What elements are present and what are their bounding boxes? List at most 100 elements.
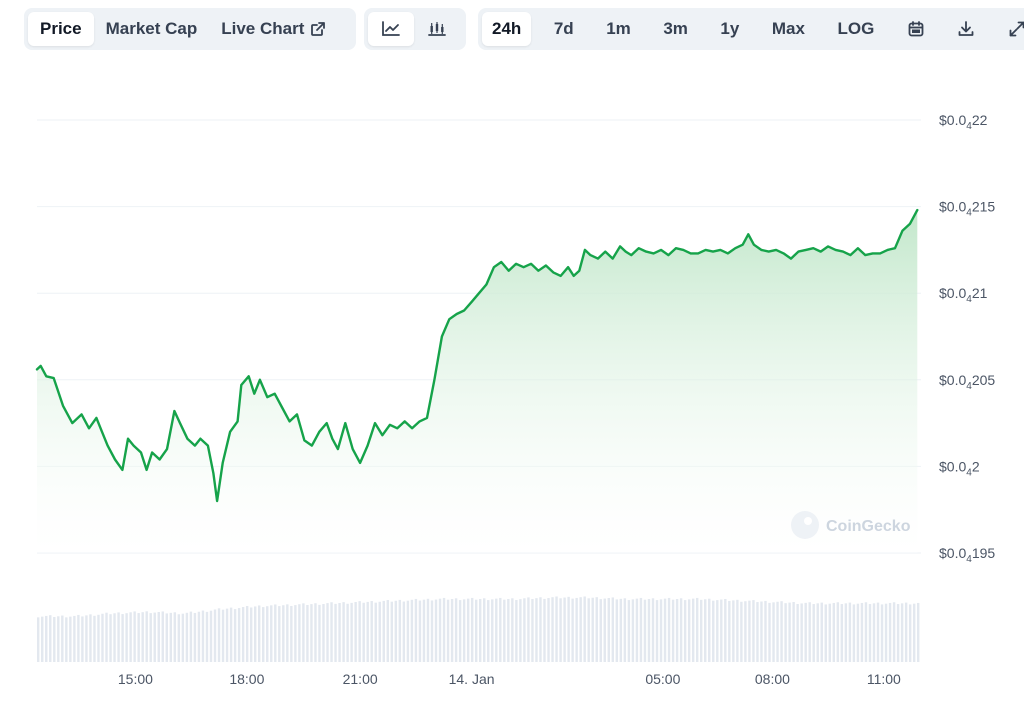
x-tick-label: 21:00 xyxy=(343,671,378,687)
volume-bar xyxy=(720,599,723,662)
volume-bar xyxy=(868,604,872,662)
volume-bar xyxy=(704,599,707,662)
volume-bar xyxy=(221,609,225,662)
volume-bar xyxy=(233,609,237,662)
volume-bar xyxy=(386,600,389,662)
x-tick-label: 15:00 xyxy=(118,671,153,687)
volume-bar xyxy=(65,617,68,662)
volume-bar xyxy=(547,598,550,662)
volume-bar xyxy=(446,599,450,662)
volume-bar xyxy=(900,603,904,662)
volume-bar xyxy=(237,608,241,662)
candlestick-chart-button[interactable] xyxy=(414,12,460,46)
volume-bar xyxy=(776,601,779,662)
volume-bar xyxy=(768,602,771,662)
volume-bar xyxy=(105,612,108,662)
price-line xyxy=(35,208,919,503)
volume-bar xyxy=(49,615,52,662)
volume-bar xyxy=(808,602,811,662)
volume-bar xyxy=(651,598,655,662)
volume-bar xyxy=(732,600,735,662)
download-button[interactable] xyxy=(947,12,985,46)
volume-bar xyxy=(912,603,916,662)
volume-bar xyxy=(89,614,92,662)
line-chart-button[interactable] xyxy=(368,12,414,46)
calendar-button[interactable] xyxy=(897,12,935,46)
watermark: CoinGecko xyxy=(791,511,911,539)
volume-bar xyxy=(458,600,462,662)
volume-bar xyxy=(470,597,474,662)
volume-bar xyxy=(752,600,755,662)
volume-bar xyxy=(398,599,402,662)
volume-bar xyxy=(422,599,426,662)
volume-bar xyxy=(249,607,253,662)
volume-bar xyxy=(675,599,679,662)
volume-bar xyxy=(117,612,120,662)
volume-bar xyxy=(619,598,623,662)
volume-bar xyxy=(69,616,72,662)
range-max[interactable]: Max xyxy=(771,19,805,38)
range-1m[interactable]: 1m xyxy=(606,19,631,38)
volume-bar xyxy=(740,601,743,662)
volume-bar xyxy=(716,600,719,662)
volume-bar xyxy=(792,602,795,662)
volume-bar xyxy=(908,604,912,662)
volume-bar xyxy=(294,605,297,662)
volume-bar xyxy=(209,610,213,662)
volume-bar xyxy=(45,615,48,662)
volume-bar xyxy=(503,599,506,662)
tab-live-chart-label: Live Chart xyxy=(221,19,305,38)
volume-bar xyxy=(836,602,840,662)
range-24h[interactable]: 24h xyxy=(482,12,532,46)
y-tick-label: $0.04215 xyxy=(939,199,995,219)
external-link-icon xyxy=(310,21,326,37)
tab-live-chart[interactable]: Live Chart xyxy=(209,12,338,46)
tab-price[interactable]: Price xyxy=(28,12,94,46)
volume-bar xyxy=(141,612,144,662)
volume-bar xyxy=(414,598,418,662)
volume-bar xyxy=(860,602,864,662)
volume-bar xyxy=(165,613,168,662)
volume-bar xyxy=(691,598,695,662)
volume-bar xyxy=(274,604,277,662)
volume-bar xyxy=(278,606,281,662)
volume-bar xyxy=(635,598,639,662)
volume-bar xyxy=(85,615,88,662)
watermark-text: CoinGecko xyxy=(826,518,911,535)
range-3m[interactable]: 3m xyxy=(663,19,688,38)
volume-bar xyxy=(266,606,269,662)
volume-bar xyxy=(205,611,209,662)
y-tick-label: $0.0422 xyxy=(939,112,988,132)
volume-bar xyxy=(442,597,446,662)
volume-bar xyxy=(840,604,844,662)
log-scale-toggle[interactable]: LOG xyxy=(837,19,875,38)
fullscreen-button[interactable] xyxy=(998,12,1024,46)
volume-bar xyxy=(262,607,265,662)
volume-bar xyxy=(378,601,381,662)
y-tick-label: $0.04205 xyxy=(939,372,995,392)
tab-market-cap[interactable]: Market Cap xyxy=(105,19,198,38)
volume-bar xyxy=(623,598,627,662)
volume-bar xyxy=(217,608,221,662)
volume-bar xyxy=(647,599,651,662)
volume-bar xyxy=(796,603,799,662)
y-tick-label: $0.04195 xyxy=(939,545,995,565)
range-1y[interactable]: 1y xyxy=(720,19,740,38)
range-7d[interactable]: 7d xyxy=(553,19,574,38)
volume-bar xyxy=(61,615,64,662)
volume-bar xyxy=(426,598,430,662)
volume-bar xyxy=(491,599,494,662)
volume-bar xyxy=(852,604,856,662)
volume-bar xyxy=(350,602,353,662)
volume-bar xyxy=(362,602,365,662)
chart-type-group xyxy=(364,8,466,50)
volume-bar xyxy=(896,604,900,662)
volume-bar xyxy=(101,613,104,662)
volume-bar xyxy=(615,599,619,662)
volume-bar xyxy=(904,602,908,662)
volume-bar xyxy=(410,599,414,662)
volume-bar xyxy=(37,617,40,662)
volume-bar xyxy=(358,601,361,662)
volume-bar xyxy=(579,597,582,662)
